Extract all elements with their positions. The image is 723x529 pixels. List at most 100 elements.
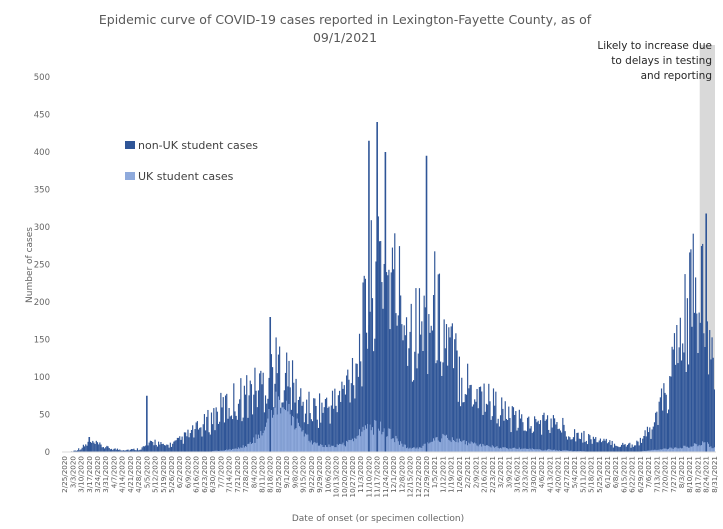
bar-non-uk [602, 440, 604, 452]
bar-non-uk [130, 449, 133, 452]
bar-non-uk [177, 437, 180, 452]
bar-uk [409, 447, 411, 452]
bar-non-uk [469, 385, 471, 452]
legend-label: UK student cases [138, 170, 234, 183]
bar-uk [498, 448, 500, 452]
bar-non-uk [141, 447, 143, 452]
bar-uk [536, 449, 538, 452]
bar-non-uk [591, 443, 593, 452]
bar-uk [232, 448, 234, 452]
bar-uk [524, 448, 526, 452]
bar-non-uk [158, 441, 160, 452]
bar-non-uk [556, 422, 558, 452]
bar-non-uk [74, 450, 76, 452]
bar-non-uk [356, 363, 358, 452]
bar-non-uk [82, 444, 84, 452]
x-tick-label: 4/14/2020 [118, 456, 127, 493]
x-tick-label: 11/24/2020 [381, 456, 390, 498]
legend-label: non-UK student cases [138, 139, 258, 152]
bar-non-uk [242, 417, 244, 452]
bar-uk [549, 449, 551, 452]
bar-non-uk [304, 413, 307, 452]
bar-uk [658, 449, 660, 452]
bar-uk [702, 441, 704, 452]
bar-non-uk [168, 447, 170, 452]
bar-non-uk [586, 444, 589, 452]
bar-non-uk [341, 381, 343, 452]
bar-non-uk [645, 436, 647, 452]
bar-non-uk [508, 406, 510, 452]
bar-non-uk [682, 343, 684, 452]
bar-uk [657, 449, 659, 452]
bar-uk [330, 445, 332, 452]
y-tick-label: 300 [34, 223, 50, 233]
bar-non-uk [316, 419, 318, 452]
bar-non-uk [385, 272, 388, 452]
bar-uk [370, 430, 372, 452]
bar-uk [239, 448, 241, 452]
bar-uk [401, 443, 403, 452]
x-tick-label: 6/15/2021 [619, 456, 628, 493]
bar-uk [501, 448, 503, 452]
bar-uk [489, 446, 491, 452]
x-tick-label: 5/12/2020 [151, 456, 160, 493]
bar-uk [297, 422, 300, 452]
bar-uk [322, 446, 324, 452]
bar-uk [243, 447, 245, 452]
bar-uk [555, 450, 557, 452]
bar-non-uk [259, 373, 261, 452]
bar-non-uk [112, 450, 114, 452]
bar-non-uk [512, 407, 515, 452]
bar-uk [249, 442, 251, 452]
bar-uk [250, 443, 253, 452]
bar-non-uk [403, 325, 405, 452]
bar-non-uk [517, 427, 519, 452]
bar-non-uk [120, 450, 122, 452]
bar-non-uk [463, 402, 465, 452]
bar-uk [456, 438, 458, 452]
bar-non-uk [597, 442, 599, 452]
bar-non-uk [476, 388, 478, 452]
bar-uk [389, 428, 391, 452]
bar-non-uk [87, 441, 89, 452]
bar-uk [387, 436, 389, 452]
bar-uk [496, 446, 498, 452]
bar-non-uk [656, 411, 658, 452]
bar-uk [233, 448, 235, 452]
bar-non-uk [189, 433, 191, 452]
bar-non-uk [111, 448, 113, 452]
bar-uk [287, 411, 289, 452]
bar-uk [349, 440, 351, 452]
bar-uk [455, 442, 457, 452]
y-axis-label: Number of cases [25, 227, 35, 303]
bar-non-uk [232, 419, 234, 452]
bar-uk [461, 441, 463, 452]
bar-non-uk [329, 423, 331, 452]
bar-non-uk [703, 333, 705, 452]
bar-non-uk [658, 401, 660, 452]
bar-non-uk [697, 353, 699, 452]
bar-non-uk [176, 437, 178, 452]
bar-non-uk [248, 395, 250, 452]
bar-uk [214, 450, 216, 452]
bar-uk [534, 449, 536, 452]
bar-uk [310, 440, 312, 452]
bar-non-uk [488, 383, 490, 452]
bar-uk [267, 418, 269, 452]
bar-non-uk [397, 315, 399, 452]
bar-non-uk [644, 430, 646, 452]
bar-uk [706, 442, 708, 452]
bar-non-uk [561, 432, 563, 452]
bar-non-uk [673, 333, 676, 452]
bar-non-uk [215, 407, 217, 452]
bar-uk [655, 449, 657, 452]
bar-non-uk [686, 298, 688, 452]
bar-non-uk [605, 438, 607, 452]
bar-uk [371, 427, 374, 452]
x-tick-label: 4/6/2021 [537, 456, 546, 488]
bar-uk [693, 443, 696, 452]
bar-uk [643, 450, 645, 452]
x-tick-label: 7/7/2020 [216, 456, 225, 489]
bar-non-uk [333, 408, 335, 452]
bar-non-uk [444, 348, 446, 452]
